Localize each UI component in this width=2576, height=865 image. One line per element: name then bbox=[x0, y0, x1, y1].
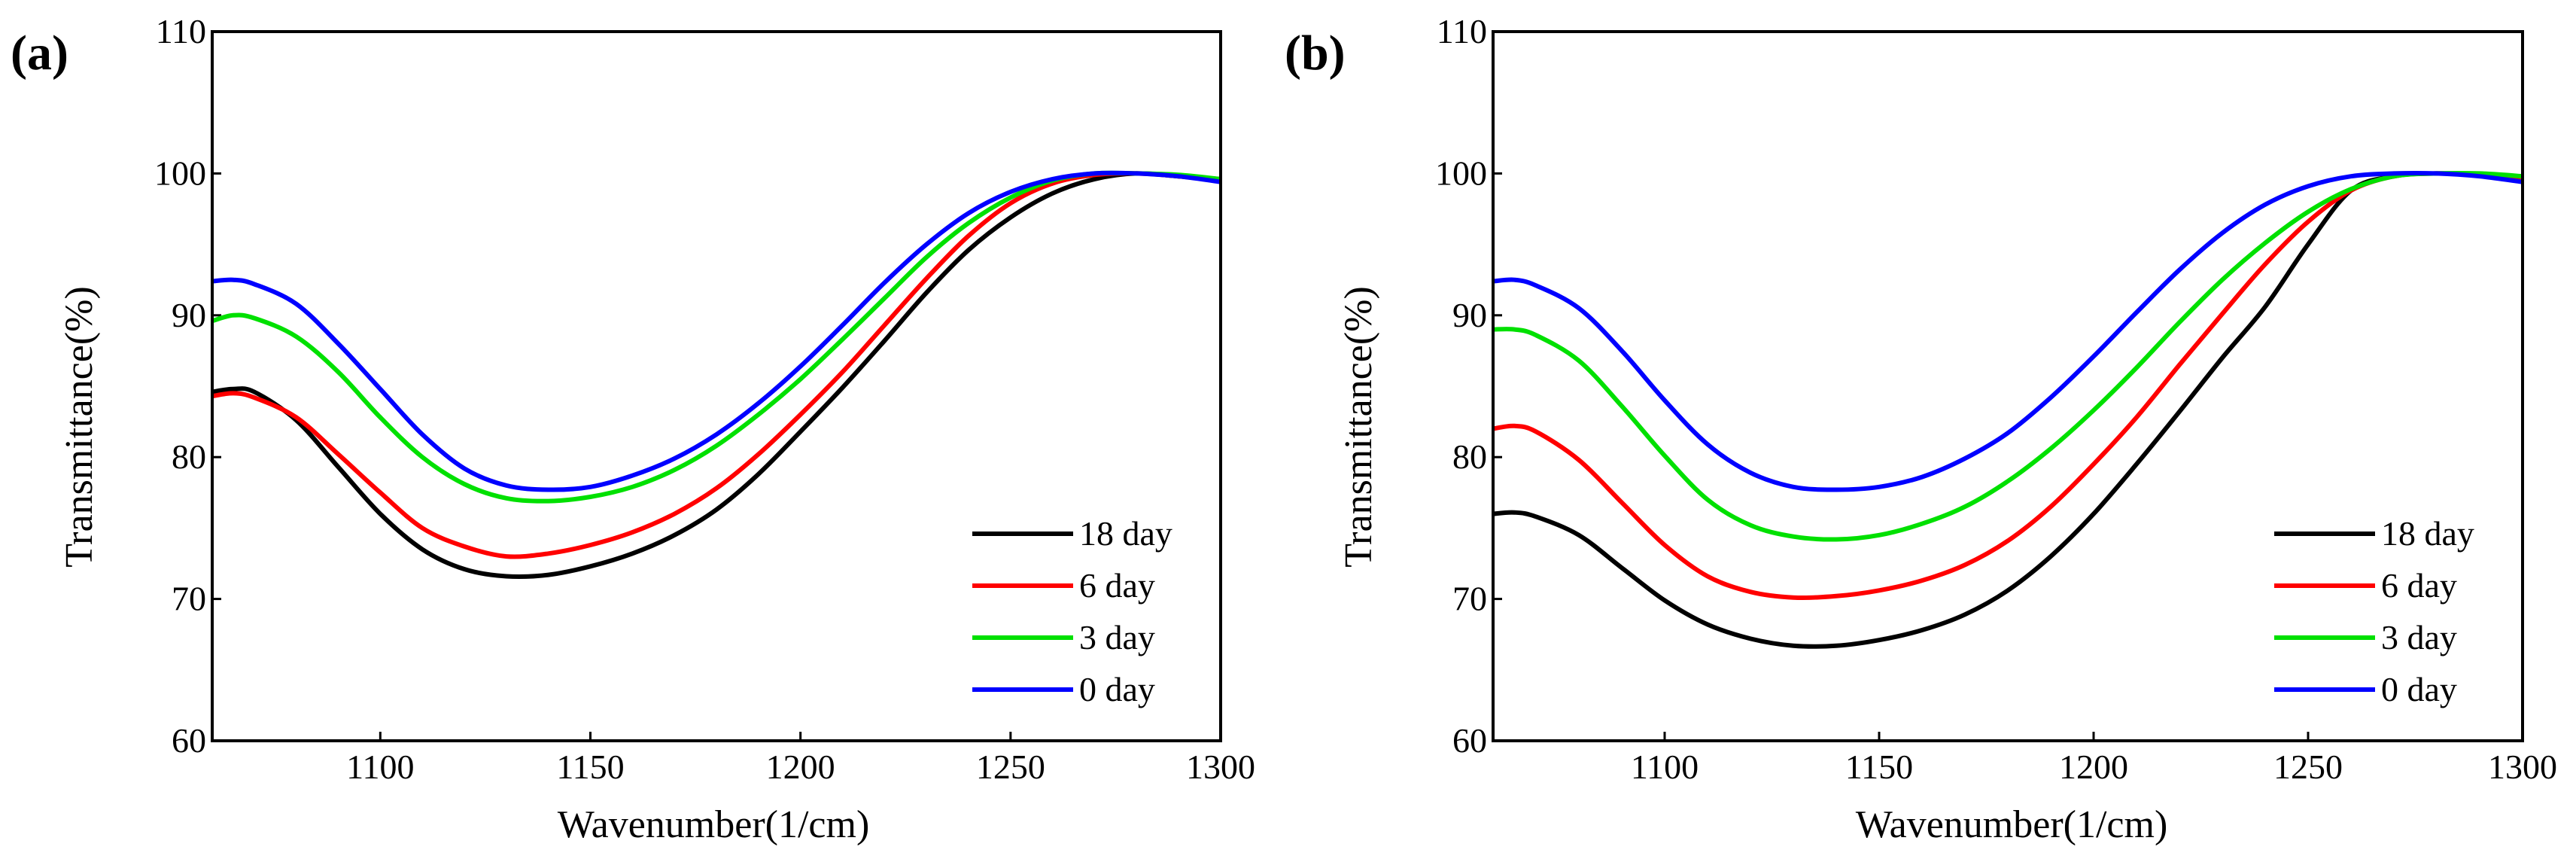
panel-a-ytick-label: 110 bbox=[156, 12, 206, 50]
panel-b-xtick-label: 1200 bbox=[2059, 748, 2128, 786]
panel-a-xtick-label: 1300 bbox=[1186, 748, 1255, 786]
panel-b-legend-label: 0 day bbox=[2381, 670, 2457, 708]
panel-a-label: (a) bbox=[11, 26, 68, 81]
panel-b-series-18-day bbox=[1492, 171, 2523, 649]
panel-b-series-3-day bbox=[1492, 170, 2523, 542]
panel-a-xtick-label: 1200 bbox=[766, 748, 835, 786]
panel-a-xtick-label: 1250 bbox=[976, 748, 1045, 786]
panel-b-legend-label: 6 day bbox=[2381, 566, 2457, 605]
panel-b-ytick-label: 90 bbox=[1452, 296, 1487, 334]
panel-b-xtick-label: 1100 bbox=[1631, 748, 1699, 786]
panel-b-legend: 18 day 6 day 3 day 0 day bbox=[2274, 514, 2474, 708]
panel-a-legend-label: 18 day bbox=[1079, 514, 1172, 553]
panel-a-ytick-label: 70 bbox=[172, 580, 206, 618]
panel-a-legend: 18 day 6 day 3 day 0 day bbox=[972, 514, 1172, 708]
panel-a-legend-label: 3 day bbox=[1079, 618, 1155, 656]
panel-b-xtick-label: 1150 bbox=[1845, 748, 1913, 786]
panel-a-plot-area: 60 70 80 90 100 110 1100 1150 1200 1250 1300 18 day… bbox=[154, 12, 1255, 786]
panel-b-legend-label: 3 day bbox=[2381, 618, 2457, 656]
panel-a-ylabel: Transmittance(%) bbox=[58, 286, 101, 568]
panel-b-ytick-label: 70 bbox=[1452, 580, 1487, 618]
panel-a-legend-label: 6 day bbox=[1079, 566, 1155, 605]
panel-b-xtick-label: 1300 bbox=[2488, 748, 2557, 786]
panel-b-ytick-label: 80 bbox=[1452, 437, 1487, 476]
panel-b-ytick-label: 100 bbox=[1435, 154, 1487, 192]
panel-a-ytick-label: 80 bbox=[172, 437, 206, 476]
panel-a-series-6-day bbox=[211, 171, 1221, 559]
panel-b-series-6-day bbox=[1492, 171, 2523, 601]
panel-a-xtick-label: 1150 bbox=[556, 748, 624, 786]
panel-b-ylabel: Transmittance(%) bbox=[1337, 286, 1380, 568]
panel-a-ytick-label: 60 bbox=[172, 721, 206, 760]
panel-b-plot-area: 60 70 80 90 100 110 1100 1150 1200 1250 1300 18 day… bbox=[1435, 12, 2557, 786]
panel-a-ytick-label: 100 bbox=[154, 154, 206, 192]
panel-a-series-3-day bbox=[211, 170, 1221, 504]
panel-b-ytick-label: 60 bbox=[1452, 721, 1487, 760]
panel-a-series-18-day bbox=[211, 171, 1221, 580]
panel-b: (b) Transmittance(%) Wavenumber(1/cm) 60… bbox=[1285, 12, 2557, 846]
panel-a-xlabel: Wavenumber(1/cm) bbox=[558, 803, 870, 846]
panel-a-ytick-label: 90 bbox=[172, 296, 206, 334]
panel-a-xtick-label: 1100 bbox=[346, 748, 414, 786]
panel-b-xlabel: Wavenumber(1/cm) bbox=[1856, 803, 2168, 846]
panel-b-series-0-day bbox=[1492, 170, 2523, 492]
panel-b-label: (b) bbox=[1285, 26, 1346, 81]
panel-b-frame bbox=[1492, 30, 2524, 742]
panel-a-series-0-day bbox=[211, 170, 1221, 492]
panel-a-legend-label: 0 day bbox=[1079, 670, 1155, 708]
panel-a-frame bbox=[211, 30, 1222, 742]
panel-b-xtick-label: 1250 bbox=[2273, 748, 2343, 786]
panel-b-legend-label: 18 day bbox=[2381, 514, 2474, 553]
panel-b-ytick-label: 110 bbox=[1437, 12, 1487, 50]
panel-a: (a) Transmittance(%) Wavenumber(1/cm) 60… bbox=[11, 12, 1255, 846]
